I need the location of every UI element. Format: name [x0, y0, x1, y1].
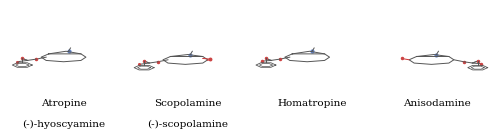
Text: Homatropine: Homatropine	[278, 99, 347, 108]
Text: Scopolamine: Scopolamine	[154, 99, 222, 108]
Text: (-)-hyoscyamine: (-)-hyoscyamine	[22, 120, 105, 129]
Text: Atropine: Atropine	[40, 99, 86, 108]
Text: (-)-scopolamine: (-)-scopolamine	[148, 120, 228, 129]
Text: Anisodamine: Anisodamine	[402, 99, 470, 108]
